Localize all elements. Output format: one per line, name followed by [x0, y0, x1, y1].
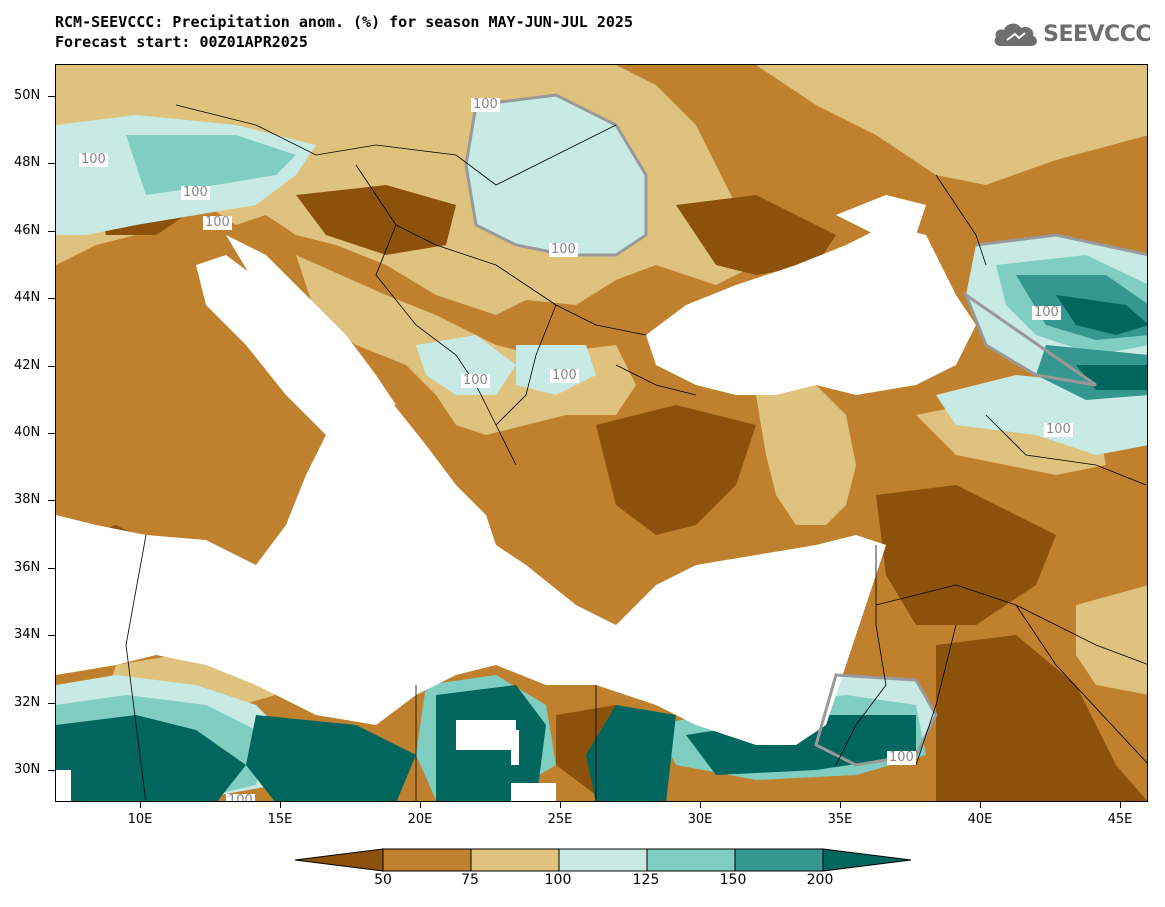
colorbar-segment [646, 848, 736, 872]
lat-label: 46N [14, 223, 41, 238]
contour-label: 100 [471, 97, 500, 112]
lat-tick [48, 366, 55, 367]
very-dry-5 [936, 635, 1147, 801]
mediterranean-sea [56, 255, 886, 745]
colorbar-segment [470, 848, 560, 872]
lat-tick [48, 231, 55, 232]
colorbar-label: 75 [461, 872, 479, 888]
contour-label: 100 [1044, 422, 1073, 437]
azov-sea [836, 195, 926, 235]
colorbar-label: 150 [719, 872, 747, 888]
lon-label: 20E [407, 812, 433, 827]
contour-label: 100 [550, 368, 579, 383]
colorbar-segment [822, 848, 911, 872]
gap-1 [456, 720, 516, 750]
very-wet-1 [56, 715, 246, 801]
colorbar-label: 125 [632, 872, 660, 888]
contour-label: 100 [549, 242, 578, 257]
lon-tick [420, 802, 421, 808]
lon-label: 10E [127, 812, 153, 827]
contour-label: 100 [887, 750, 916, 765]
logo-text: SEEVCCC [1043, 21, 1151, 47]
very-dry-2 [676, 195, 836, 275]
contour-label: 100 [79, 152, 108, 167]
lon-tick [840, 802, 841, 808]
very-dry-1 [296, 185, 456, 255]
map-svg [56, 65, 1147, 801]
lon-tick [700, 802, 701, 808]
lat-label: 50N [14, 88, 41, 103]
slightly-dry-levant [1076, 585, 1147, 695]
gap-3 [56, 770, 71, 801]
very-dry-3 [596, 405, 756, 535]
contour-label: 100 [1032, 305, 1061, 320]
very-dry-4 [876, 485, 1056, 625]
contour-100-a [464, 93, 648, 257]
lat-tick [48, 500, 55, 501]
lat-tick [48, 703, 55, 704]
very-wet-2 [246, 715, 416, 801]
lat-label: 30N [14, 762, 41, 777]
slightly-wet-1 [466, 95, 646, 255]
wet-1 [126, 135, 296, 195]
lat-tick [48, 568, 55, 569]
colorbar-label: 50 [374, 872, 392, 888]
lon-label: 40E [967, 812, 993, 827]
very-wet-4 [586, 705, 676, 801]
lat-label: 44N [14, 290, 41, 305]
slightly-dry-anatolia [756, 385, 856, 525]
colorbar-segment [558, 848, 648, 872]
lon-label: 30E [687, 812, 713, 827]
lon-tick [280, 802, 281, 808]
country-borders [125, 104, 1147, 801]
lon-tick [980, 802, 981, 808]
title-block: RCM-SEEVCCC: Precipitation anom. (%) for… [55, 12, 633, 52]
map-subtitle: Forecast start: 00Z01APR2025 [55, 33, 308, 51]
colorbar-segment [295, 848, 384, 872]
adriatic-sea [226, 235, 396, 405]
seevccc-logo: SEEVCCC [993, 20, 1151, 48]
lat-tick [48, 433, 55, 434]
lat-label: 42N [14, 358, 41, 373]
colorbar [295, 848, 911, 872]
slightly-dry-ne [756, 65, 1147, 185]
contour-100-c [814, 673, 938, 767]
colorbar-segment [734, 848, 824, 872]
lat-tick [48, 770, 55, 771]
colorbar-segment [382, 848, 472, 872]
colorbar-label: 100 [544, 872, 572, 888]
lat-label: 32N [14, 695, 41, 710]
lat-tick [48, 298, 55, 299]
lon-tick [560, 802, 561, 808]
lon-label: 15E [267, 812, 293, 827]
contour-label: 100 [203, 215, 232, 230]
lon-tick [1120, 802, 1121, 808]
colorbar-label: 200 [806, 872, 834, 888]
map-area: 100 100 100 100 100 100 100 100 100 100 … [55, 64, 1148, 802]
contour-label: 100 [461, 373, 490, 388]
cloud-icon [994, 23, 1038, 46]
lon-label: 35E [827, 812, 853, 827]
lat-label: 40N [14, 425, 41, 440]
map-title: RCM-SEEVCCC: Precipitation anom. (%) for… [55, 13, 633, 31]
lat-tick [48, 163, 55, 164]
lon-label: 45E [1107, 812, 1133, 827]
contour-label: 100 [226, 794, 255, 801]
very-wet-6 [1056, 295, 1147, 335]
lat-label: 48N [14, 155, 41, 170]
gap-2 [511, 730, 519, 765]
lat-tick [48, 635, 55, 636]
contour-100-b [962, 233, 1147, 387]
black-sea [646, 225, 976, 395]
lon-label: 25E [547, 812, 573, 827]
lat-label: 34N [14, 627, 41, 642]
gap-4 [511, 783, 556, 801]
lon-tick [140, 802, 141, 808]
lat-tick [48, 96, 55, 97]
slightly-wet-3 [416, 335, 516, 395]
lat-label: 36N [14, 560, 41, 575]
lat-label: 38N [14, 492, 41, 507]
contour-label: 100 [181, 185, 210, 200]
